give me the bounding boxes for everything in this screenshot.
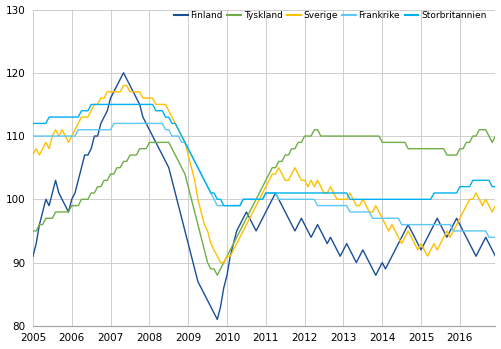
Finland xyxy=(492,254,498,258)
Frankrike xyxy=(175,134,181,138)
Frankrike xyxy=(111,121,117,126)
Legend: Finland, Tyskland, Sverige, Frankrike, Storbritannien: Finland, Tyskland, Sverige, Frankrike, S… xyxy=(174,11,486,20)
Storbritannien xyxy=(366,197,372,201)
Storbritannien xyxy=(88,102,94,106)
Frankrike xyxy=(30,134,36,138)
Tyskland xyxy=(62,210,68,214)
Finland xyxy=(30,254,36,258)
Storbritannien xyxy=(62,115,68,119)
Sverige xyxy=(62,134,68,138)
Line: Sverige: Sverige xyxy=(33,86,495,262)
Finland xyxy=(62,203,68,208)
Storbritannien xyxy=(30,121,36,126)
Finland xyxy=(415,242,421,246)
Line: Frankrike: Frankrike xyxy=(33,124,495,237)
Tyskland xyxy=(366,134,372,138)
Sverige xyxy=(175,128,181,132)
Sverige xyxy=(366,210,372,214)
Finland xyxy=(98,121,104,126)
Frankrike xyxy=(492,235,498,239)
Sverige xyxy=(217,260,223,265)
Sverige xyxy=(121,83,127,88)
Tyskland xyxy=(492,134,498,138)
Frankrike xyxy=(411,223,417,227)
Frankrike xyxy=(62,134,68,138)
Storbritannien xyxy=(492,185,498,189)
Finland xyxy=(366,260,372,265)
Line: Finland: Finland xyxy=(33,73,495,319)
Storbritannien xyxy=(175,128,181,132)
Finland xyxy=(175,203,181,208)
Finland xyxy=(121,71,127,75)
Sverige xyxy=(98,96,104,100)
Frankrike xyxy=(363,210,369,214)
Storbritannien xyxy=(221,203,227,208)
Finland xyxy=(214,317,220,321)
Line: Tyskland: Tyskland xyxy=(33,130,495,275)
Tyskland xyxy=(311,128,317,132)
Tyskland xyxy=(98,185,104,189)
Line: Storbritannien: Storbritannien xyxy=(33,104,495,206)
Storbritannien xyxy=(408,197,414,201)
Tyskland xyxy=(172,153,178,157)
Sverige xyxy=(415,248,421,252)
Frankrike xyxy=(486,235,492,239)
Tyskland xyxy=(408,147,414,151)
Frankrike xyxy=(98,128,104,132)
Tyskland xyxy=(30,229,36,233)
Frankrike xyxy=(405,223,411,227)
Storbritannien xyxy=(101,102,107,106)
Tyskland xyxy=(214,273,220,277)
Tyskland xyxy=(415,147,421,151)
Storbritannien xyxy=(415,197,421,201)
Finland xyxy=(408,229,414,233)
Sverige xyxy=(408,235,414,239)
Sverige xyxy=(492,203,498,208)
Sverige xyxy=(30,153,36,157)
